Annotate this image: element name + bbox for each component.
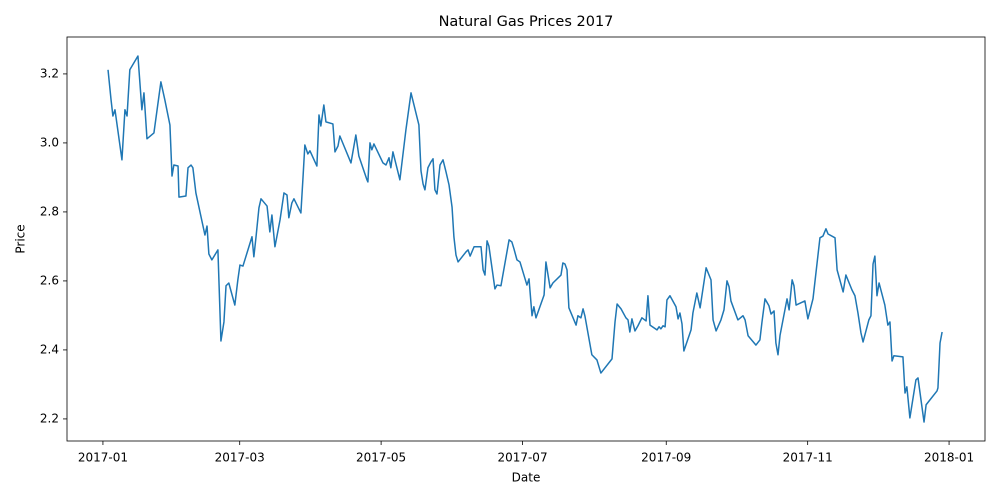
x-tick-label: 2017-11	[783, 451, 833, 465]
y-tick-label: 2.6	[40, 273, 59, 287]
x-tick-label: 2017-01	[78, 451, 128, 465]
y-tick-label: 3.0	[40, 135, 59, 149]
y-tick-label: 2.2	[40, 411, 59, 425]
axes-frame	[66, 36, 986, 442]
x-tick-label: 2018-01	[924, 451, 974, 465]
chart-title: Natural Gas Prices 2017	[439, 14, 614, 30]
x-axis-label: Date	[512, 471, 541, 485]
line-series	[107, 55, 943, 423]
x-tick-label: 2017-03	[215, 451, 265, 465]
y-tick-label: 2.8	[40, 204, 59, 218]
y-tick-label: 2.4	[40, 342, 59, 356]
x-tick-label: 2017-05	[356, 451, 406, 465]
x-tick-label: 2017-09	[641, 451, 691, 465]
y-axis-label: Price	[14, 224, 28, 253]
y-tick-label: 3.2	[40, 66, 59, 80]
x-tick-label: 2017-07	[497, 451, 547, 465]
